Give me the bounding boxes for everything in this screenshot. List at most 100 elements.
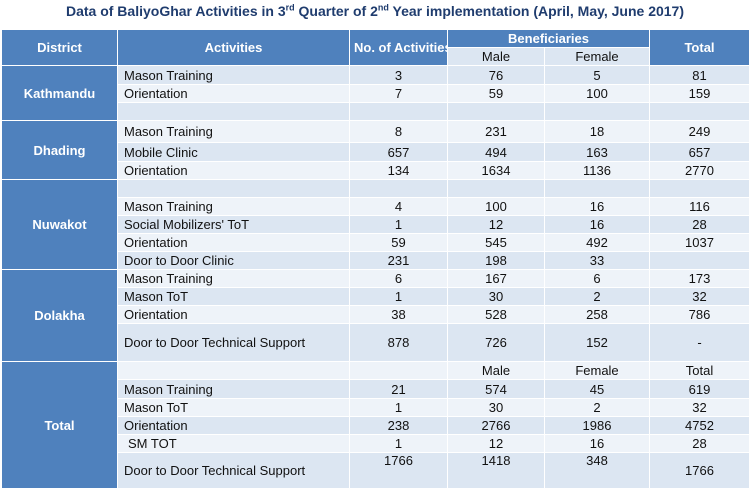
activity-cell: Orientation bbox=[117, 416, 350, 435]
female-header: Female bbox=[544, 47, 650, 66]
female-cell: 152 bbox=[544, 323, 650, 362]
activities-header: Activities bbox=[117, 29, 350, 66]
total-header: Total bbox=[649, 29, 750, 66]
no-activities-cell: 3 bbox=[349, 65, 448, 85]
beneficiaries-header: Beneficiaries bbox=[447, 29, 650, 48]
no-activities-cell: 7 bbox=[349, 84, 448, 103]
male-cell: 1418 bbox=[447, 452, 545, 489]
total-cell: 1766 bbox=[649, 452, 750, 489]
female-cell: 1136 bbox=[544, 161, 650, 180]
female-cell: 2 bbox=[544, 287, 650, 306]
male-cell: 30 bbox=[447, 398, 545, 417]
female-cell: 492 bbox=[544, 233, 650, 252]
no-activities-cell: 21 bbox=[349, 379, 448, 399]
total-cell: 28 bbox=[649, 215, 750, 234]
total-cell: 2770 bbox=[649, 161, 750, 180]
female-cell: 2 bbox=[544, 398, 650, 417]
district-header: District bbox=[1, 29, 118, 66]
activity-cell: Mason ToT bbox=[117, 398, 350, 417]
page-title: Data of BaliyoGhar Activities in 3rd Qua… bbox=[65, 2, 685, 19]
male-cell: 494 bbox=[447, 142, 545, 162]
female-cell: 16 bbox=[544, 434, 650, 453]
no-activities-cell: 657 bbox=[349, 142, 448, 162]
activity-cell: Mason ToT bbox=[117, 287, 350, 306]
male-cell: 12 bbox=[447, 215, 545, 234]
total-cell: 619 bbox=[649, 379, 750, 399]
total-cell: 28 bbox=[649, 434, 750, 453]
male-cell: 574 bbox=[447, 379, 545, 399]
no-activities-cell: 4 bbox=[349, 197, 448, 216]
male-cell: 76 bbox=[447, 65, 545, 85]
female-cell: 100 bbox=[544, 84, 650, 103]
no-activities-cell: 59 bbox=[349, 233, 448, 252]
total-cell: 173 bbox=[649, 269, 750, 288]
no-activities-cell: 134 bbox=[349, 161, 448, 180]
activity-cell: Mason Training bbox=[117, 120, 350, 143]
activity-cell: Mason Training bbox=[117, 197, 350, 216]
activity-cell: Mason Training bbox=[117, 269, 350, 288]
male-cell: 100 bbox=[447, 197, 545, 216]
activity-cell: Door to Door Technical Support bbox=[117, 452, 350, 489]
no-activities-cell: 1 bbox=[349, 287, 448, 306]
female-cell: 33 bbox=[544, 251, 650, 270]
activity-cell: SM TOT bbox=[117, 434, 350, 453]
female-cell: 16 bbox=[544, 215, 650, 234]
activity-cell: Orientation bbox=[117, 161, 350, 180]
total-cell: 657 bbox=[649, 142, 750, 162]
male-header: Male bbox=[447, 47, 545, 66]
activity-cell: Door to Door Clinic bbox=[117, 251, 350, 270]
activity-cell: Mason Training bbox=[117, 65, 350, 85]
total-cell: 1037 bbox=[649, 233, 750, 252]
female-cell: 18 bbox=[544, 120, 650, 143]
female-cell: 16 bbox=[544, 197, 650, 216]
activities-table: District Activities No. of Activities Be… bbox=[1, 29, 750, 489]
no-activities-cell: 38 bbox=[349, 305, 448, 324]
activity-cell: Orientation bbox=[117, 233, 350, 252]
total-cell: 4752 bbox=[649, 416, 750, 435]
male-cell: 12 bbox=[447, 434, 545, 453]
male-cell: 198 bbox=[447, 251, 545, 270]
activity-cell: Mobile Clinic bbox=[117, 142, 350, 162]
female-cell: 258 bbox=[544, 305, 650, 324]
total-cell: - bbox=[649, 323, 750, 362]
total-cell bbox=[649, 251, 750, 270]
district-nuwakot: Nuwakot bbox=[1, 179, 118, 270]
female-cell: 1986 bbox=[544, 416, 650, 435]
female-cell: 163 bbox=[544, 142, 650, 162]
activity-cell: Orientation bbox=[117, 84, 350, 103]
total-cell: 81 bbox=[649, 65, 750, 85]
total-subheader: Total bbox=[649, 361, 750, 380]
male-cell: 167 bbox=[447, 269, 545, 288]
activity-cell: Mason Training bbox=[117, 379, 350, 399]
male-subheader: Male bbox=[447, 361, 545, 380]
district-dolakha: Dolakha bbox=[1, 269, 118, 362]
male-cell: 30 bbox=[447, 287, 545, 306]
no-activities-cell: 1 bbox=[349, 398, 448, 417]
district-kathmandu: Kathmandu bbox=[1, 65, 118, 121]
male-cell: 1634 bbox=[447, 161, 545, 180]
total-cell: 32 bbox=[649, 398, 750, 417]
male-cell: 231 bbox=[447, 120, 545, 143]
district-total: Total bbox=[1, 361, 118, 489]
no-activities-cell: 231 bbox=[349, 251, 448, 270]
no-activities-cell: 6 bbox=[349, 269, 448, 288]
total-cell: 249 bbox=[649, 120, 750, 143]
no-activities-cell: 1 bbox=[349, 434, 448, 453]
female-cell: 5 bbox=[544, 65, 650, 85]
no-activities-cell: 238 bbox=[349, 416, 448, 435]
activity-cell: Social Mobilizers' ToT bbox=[117, 215, 350, 234]
female-cell: 6 bbox=[544, 269, 650, 288]
no-of-activities-header: No. of Activities bbox=[349, 29, 448, 66]
no-activities-cell: 8 bbox=[349, 120, 448, 143]
male-cell: 545 bbox=[447, 233, 545, 252]
male-cell: 59 bbox=[447, 84, 545, 103]
no-activities-cell: 878 bbox=[349, 323, 448, 362]
female-cell: 45 bbox=[544, 379, 650, 399]
district-dhading: Dhading bbox=[1, 120, 118, 180]
activity-cell: Orientation bbox=[117, 305, 350, 324]
total-cell: 116 bbox=[649, 197, 750, 216]
female-cell: 348 bbox=[544, 452, 650, 489]
male-cell: 2766 bbox=[447, 416, 545, 435]
no-activities-cell: 1766 bbox=[349, 452, 448, 489]
male-cell: 726 bbox=[447, 323, 545, 362]
